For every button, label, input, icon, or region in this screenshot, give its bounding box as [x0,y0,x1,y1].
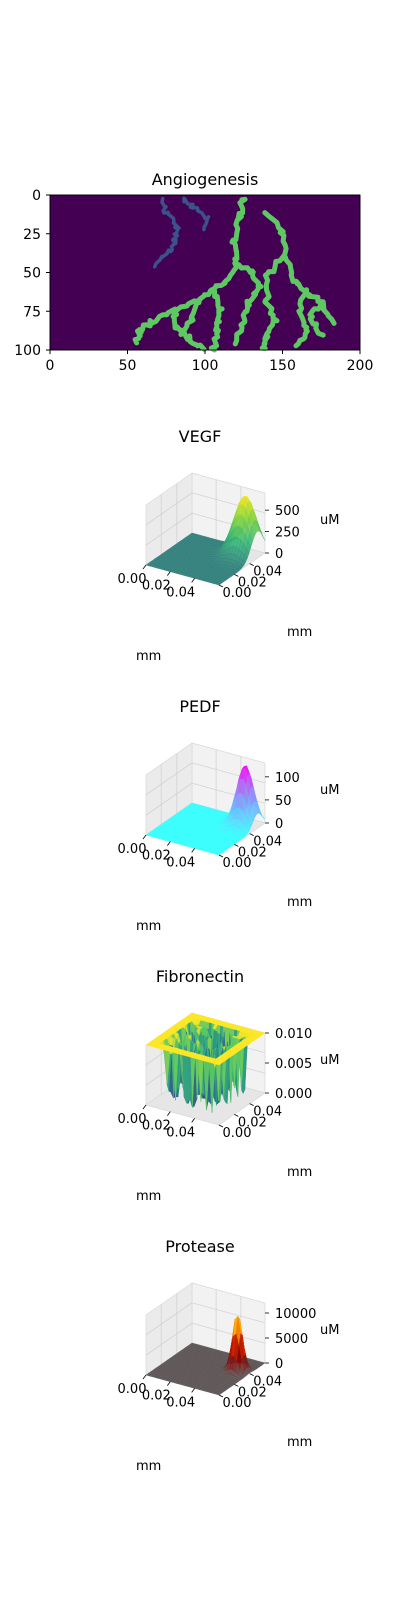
z-tick-label: 250 [275,526,300,541]
z-tick-label: 10000 [275,1307,316,1322]
z-tick-label: 0 [275,547,283,562]
plot-title: VEGF [179,427,222,446]
y-axis-label: mm [287,625,312,640]
heatmap-x-tick: 0 [46,358,55,374]
x-axis-label: mm [136,649,161,664]
heatmap-y-tick: 50 [23,266,41,282]
y-axis-label: mm [287,895,312,910]
z-tick-label: 500 [275,504,300,519]
z-tick-label: 50 [275,794,292,809]
heatmap-x-tick: 200 [347,358,374,374]
x-tick-label: 0.04 [166,1395,195,1410]
x-tick-label: 0.04 [166,585,195,600]
z-tick-label: 100 [275,771,300,786]
y-tick-label: 0.04 [253,565,282,580]
heatmap-x-tick: 50 [119,358,137,374]
heatmap-x-tick: 100 [192,358,219,374]
y-axis-label: mm [287,1435,312,1450]
plot-title: Protease [165,1237,234,1256]
z-axis-label: uM [320,513,339,528]
plot-title: Fibronectin [156,967,244,986]
x-axis-label: mm [136,919,161,934]
x-axis-label: mm [136,1459,161,1474]
x-axis-label: mm [136,1189,161,1204]
z-tick-label: 0 [275,1357,283,1372]
y-tick-label: 0.04 [253,1375,282,1390]
heatmap-y-tick: 25 [23,227,41,243]
x-tick-label: 0.04 [166,1125,195,1140]
z-tick-label: 0.010 [275,1027,312,1042]
angiogenesis-heatmap: Angiogenesis 0 50 100 150 200 0 25 50 75 [14,170,373,374]
z-tick-label: 5000 [275,1332,308,1347]
x-tick-label: 0.04 [166,855,195,870]
z-axis-label: uM [320,1053,339,1068]
plot-title: PEDF [179,697,220,716]
y-tick-label: 0.04 [253,835,282,850]
heatmap-y-tick: 100 [14,343,41,359]
heatmap-y-tick: 75 [23,304,41,320]
z-axis-label: uM [320,1323,339,1338]
y-axis-label: mm [287,1165,312,1180]
z-axis-label: uM [320,783,339,798]
z-tick-label: 0 [275,817,283,832]
heatmap-title: Angiogenesis [152,170,259,189]
y-tick-label: 0.04 [253,1105,282,1120]
heatmap-x-tick: 150 [269,358,296,374]
heatmap-y-tick: 0 [32,188,41,204]
z-tick-label: 0.005 [275,1057,312,1072]
z-tick-label: 0.000 [275,1087,312,1102]
